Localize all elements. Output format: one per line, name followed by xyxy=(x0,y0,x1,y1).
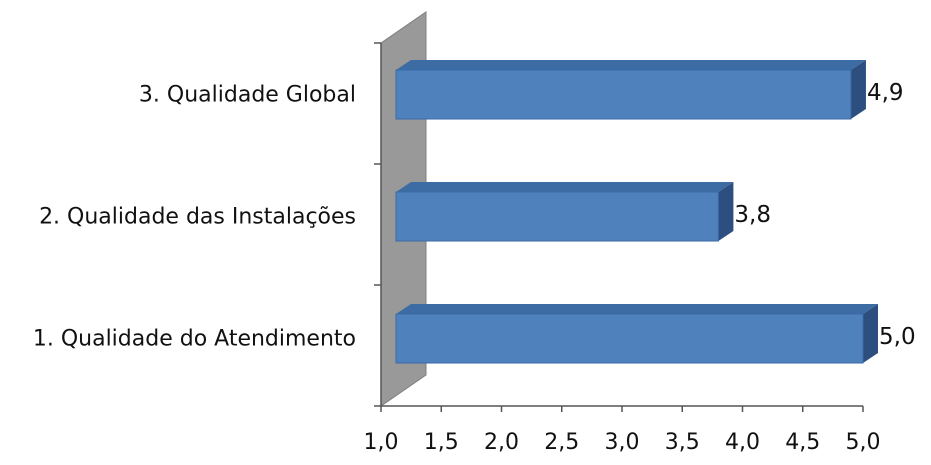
x-tick-label: 3,0 xyxy=(605,430,640,455)
category-label: 2. Qualidade das Instalações xyxy=(39,205,356,230)
bar xyxy=(395,69,852,120)
bars xyxy=(395,60,878,364)
category-label: 3. Qualidade Global xyxy=(139,83,356,108)
bar xyxy=(395,191,719,242)
bar-top-face xyxy=(396,60,866,70)
data-label: 4,9 xyxy=(867,80,904,106)
x-tick-label: 1,5 xyxy=(424,430,459,455)
bar-side-face xyxy=(863,304,878,363)
bar xyxy=(395,313,864,364)
x-tick-label: 4,0 xyxy=(725,430,760,455)
x-tick-label: 5,0 xyxy=(846,430,881,455)
data-label: 5,0 xyxy=(879,324,916,350)
data-label: 3,8 xyxy=(734,202,771,228)
x-tick-label: 1,0 xyxy=(364,430,399,455)
x-tick-label: 3,5 xyxy=(665,430,700,455)
bar-side-face xyxy=(850,60,866,119)
bar-top-face xyxy=(396,182,734,192)
x-tick-label: 4,5 xyxy=(785,430,820,455)
bar-side-face xyxy=(718,182,734,241)
bar-top-face xyxy=(396,304,878,314)
axes: 1,0 1,5 2,0 2,5 3,0 3,5 4,0 4,5 5,0 xyxy=(364,42,881,455)
labels: 5,0 1. Qualidade do Atendimento 3,8 2. Qual… xyxy=(33,80,916,352)
category-label: 1. Qualidade do Atendimento xyxy=(33,327,356,352)
x-tick-label: 2,5 xyxy=(544,430,579,455)
x-tick-label: 2,0 xyxy=(484,430,519,455)
